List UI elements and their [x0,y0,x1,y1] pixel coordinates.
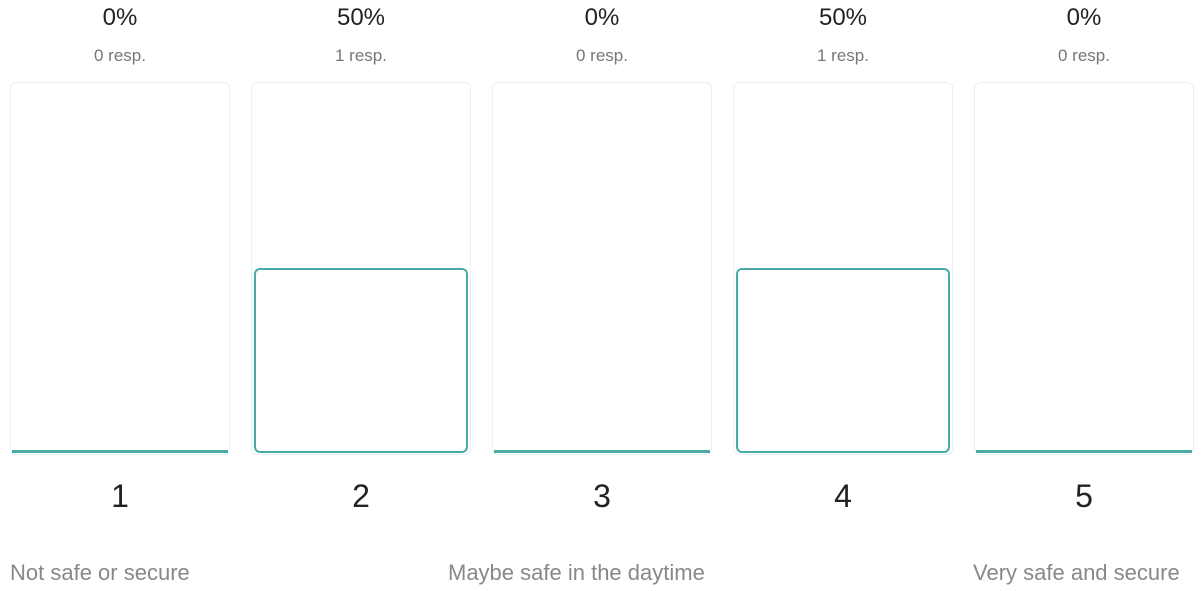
bar-track [974,82,1194,455]
scale-label-low: Not safe or secure [10,560,190,585]
response-count-label: 0 resp. [94,46,146,65]
scale-label-high: Very safe and secure [973,560,1180,585]
percent-label: 50% [818,4,868,31]
scale-label-mid: Maybe safe in the daytime [448,560,705,585]
bar-fill [254,268,468,453]
rating-value-label: 3 [593,478,611,514]
response-count-label: 1 resp. [335,46,387,65]
percent-label: 0% [102,4,138,31]
percent-label: 0% [1066,4,1102,31]
rating-column-4: 50% 1 resp. 4 [733,0,953,591]
response-count-label: 0 resp. [576,46,628,65]
rating-value-label: 5 [1075,478,1093,514]
percent-label: 50% [336,4,386,31]
rating-column-1: 0% 0 resp. 1 [10,0,230,591]
bar-track [251,82,471,455]
bar-track [492,82,712,455]
rating-value-label: 4 [834,478,852,514]
percent-label: 0% [584,4,620,31]
bar-fill [12,450,228,453]
bar-fill [976,450,1192,453]
rating-value-label: 2 [352,478,370,514]
bar-fill [736,268,950,453]
rating-column-5: 0% 0 resp. 5 [974,0,1194,591]
rating-column-3: 0% 0 resp. 3 [492,0,712,591]
rating-column-2: 50% 1 resp. 2 [251,0,471,591]
response-count-label: 1 resp. [817,46,869,65]
bar-track [733,82,953,455]
rating-value-label: 1 [111,478,129,514]
bar-track [10,82,230,455]
response-count-label: 0 resp. [1058,46,1110,65]
bar-fill [494,450,710,453]
